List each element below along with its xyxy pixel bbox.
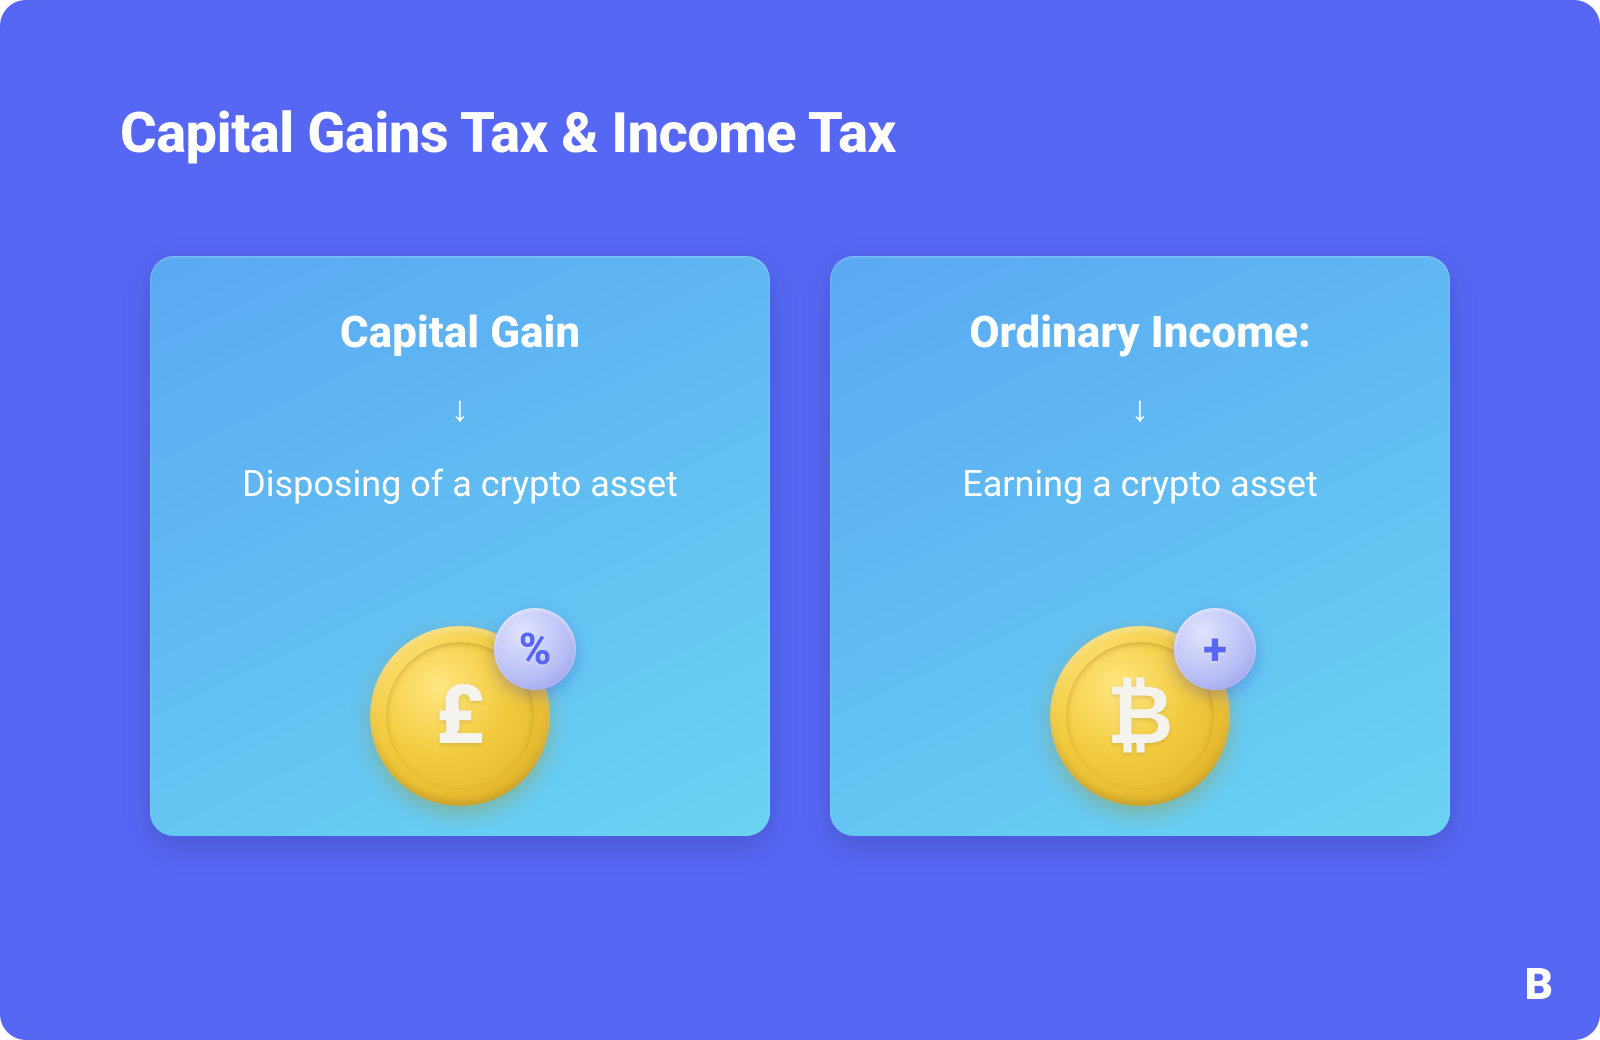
card-description: Earning a crypto asset (962, 460, 1318, 509)
plus-badge-icon: + (1174, 608, 1256, 690)
infographic-container: Capital Gains Tax & Income Tax Capital G… (0, 0, 1600, 1040)
cards-row: Capital Gain ↓ Disposing of a crypto ass… (120, 256, 1480, 836)
badge-symbol: % (519, 623, 552, 675)
brand-logo: B (1525, 958, 1552, 1010)
card-ordinary-income: Ordinary Income: ↓ Earning a crypto asse… (830, 256, 1450, 836)
percent-badge-icon: % (494, 608, 576, 690)
bitcoin-coin-plus-icon: ₿ + (1050, 626, 1230, 806)
coin-symbol: £ (435, 675, 484, 757)
pound-coin-percent-icon: £ % (370, 626, 550, 806)
card-title: Ordinary Income: (969, 306, 1311, 358)
card-capital-gain: Capital Gain ↓ Disposing of a crypto ass… (150, 256, 770, 836)
page-title: Capital Gains Tax & Income Tax (120, 100, 1480, 166)
arrow-down-icon: ↓ (1131, 388, 1149, 430)
coin-symbol: ₿ (1107, 675, 1174, 757)
card-description: Disposing of a crypto asset (242, 460, 678, 509)
arrow-down-icon: ↓ (451, 388, 469, 430)
card-title: Capital Gain (340, 306, 580, 358)
badge-symbol: + (1203, 623, 1227, 675)
